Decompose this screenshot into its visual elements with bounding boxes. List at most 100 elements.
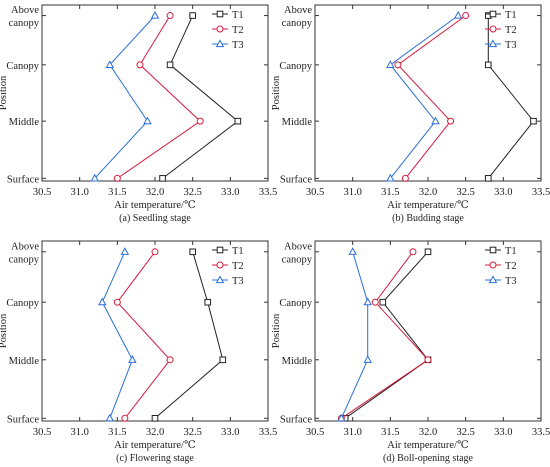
y-tick-label: Canopy: [6, 298, 39, 309]
x-tick-label: 32.0: [146, 427, 164, 438]
y-tick-label: Canopy: [279, 61, 312, 72]
legend-label: T3: [232, 276, 244, 287]
y-axis-title: Position: [271, 75, 282, 110]
x-tick-label: 31.0: [343, 187, 361, 198]
series-line-T1: [154, 251, 224, 419]
data-point-T2: [113, 174, 121, 182]
y-tick-label: canopy: [9, 254, 40, 265]
y-tick-label: Canopy: [6, 61, 39, 72]
data-point-T1: [204, 298, 212, 306]
data-point-T3: [128, 355, 137, 363]
x-tick-label: 31.0: [343, 427, 361, 438]
legend-marker: [489, 25, 497, 33]
y-tick-label: Surface: [280, 174, 312, 185]
x-tick-label: 32.5: [456, 187, 474, 198]
legend-marker: [488, 39, 498, 48]
series-line-T2: [341, 251, 429, 419]
x-axis-title: Air temperature/℃: [114, 200, 196, 211]
series-line-T3: [101, 251, 133, 419]
legend-label: T2: [505, 25, 517, 36]
series-line-T1: [344, 251, 429, 419]
data-point-T1: [166, 61, 174, 69]
y-tick-label: Above: [11, 5, 39, 16]
legend-label: T3: [232, 40, 244, 51]
legend-marker: [216, 25, 224, 33]
y-tick-label: Surface: [280, 414, 312, 425]
panel-caption: (a) Seedling stage: [119, 213, 191, 224]
data-point-T2: [113, 298, 121, 306]
x-tick-label: 32.5: [183, 427, 201, 438]
x-tick-label: 30.5: [306, 427, 324, 438]
legend-label: T2: [232, 261, 244, 272]
data-point-T3: [120, 247, 130, 255]
panel-caption: (c) Flowering stage: [116, 453, 194, 464]
y-tick-label: Canopy: [279, 298, 312, 309]
data-point-T1: [379, 298, 387, 306]
y-tick-label: Surface: [7, 414, 39, 425]
data-point-T3: [386, 60, 395, 68]
data-point-T3: [431, 116, 440, 125]
y-axis-title: Position: [0, 75, 9, 110]
x-tick-label: 31.0: [70, 187, 88, 198]
panel-caption: (d) Boll-opening stage: [383, 453, 474, 464]
x-tick-label: 31.5: [381, 427, 399, 438]
data-point-T2: [462, 12, 470, 20]
legend-label: T1: [505, 246, 517, 257]
legend-label: T3: [505, 40, 517, 51]
series-line-T3: [340, 251, 369, 419]
x-tick-label: 33.5: [532, 427, 550, 438]
y-tick-label: Middle: [9, 356, 40, 367]
data-point-T2: [196, 117, 204, 125]
x-tick-label: 33.0: [221, 187, 239, 198]
series-line-T2: [116, 251, 171, 419]
data-point-T1: [219, 356, 227, 364]
data-point-T2: [136, 61, 144, 69]
data-point-T3: [105, 60, 115, 68]
x-tick-label: 30.5: [306, 187, 324, 198]
y-tick-label: Above: [284, 5, 312, 16]
y-tick-label: Middle: [282, 356, 313, 367]
legend-marker: [216, 261, 224, 269]
x-tick-label: 32.0: [146, 187, 164, 198]
data-point-T3: [453, 10, 463, 19]
data-point-T3: [337, 413, 346, 422]
series-line-T1: [487, 15, 535, 179]
x-axis-title: Air temperature/℃: [387, 200, 469, 211]
x-tick-label: 31.5: [381, 187, 399, 198]
legend-label: T2: [232, 25, 244, 36]
legend-label: T1: [232, 10, 244, 21]
x-tick-label: 32.5: [456, 427, 474, 438]
y-tick-label: canopy: [282, 18, 313, 29]
data-point-T1: [189, 12, 196, 19]
legend-marker: [216, 246, 224, 254]
x-tick-label: 33.0: [494, 427, 512, 438]
data-point-T2: [394, 61, 402, 69]
y-tick-label: Surface: [7, 174, 39, 185]
y-tick-label: canopy: [282, 254, 313, 265]
series-line-T1: [162, 15, 239, 179]
data-point-T2: [409, 248, 417, 256]
legend-marker: [215, 39, 225, 48]
panel-caption: (b) Budding stage: [392, 213, 464, 224]
legend-marker: [488, 275, 498, 284]
chart-panel-2: 30.5 31.0 31.5 32.0 32.5 33.0 33.5 Surface Middl…: [0, 240, 277, 464]
data-point-T3: [98, 297, 107, 306]
data-point-T2: [371, 298, 379, 306]
x-tick-label: 30.5: [33, 427, 51, 438]
x-tick-label: 32.5: [183, 187, 201, 198]
x-tick-label: 31.5: [108, 427, 126, 438]
legend-label: T1: [232, 246, 244, 257]
x-tick-label: 32.0: [419, 427, 437, 438]
series-line-T3: [389, 15, 459, 179]
data-point-T1: [484, 61, 492, 69]
data-point-T2: [166, 12, 174, 20]
x-tick-label: 32.0: [419, 187, 437, 198]
y-tick-label: Above: [284, 241, 312, 252]
data-point-T1: [484, 175, 492, 182]
chart-panel-1: 30.5 31.0 31.5 32.0 32.5 33.0 33.5 Surface Middl…: [271, 4, 550, 224]
data-point-T3: [90, 173, 99, 182]
series-line-T3: [94, 15, 156, 179]
data-point-T2: [166, 356, 174, 364]
legend-marker: [489, 246, 497, 254]
x-tick-label: 33.5: [532, 187, 550, 198]
